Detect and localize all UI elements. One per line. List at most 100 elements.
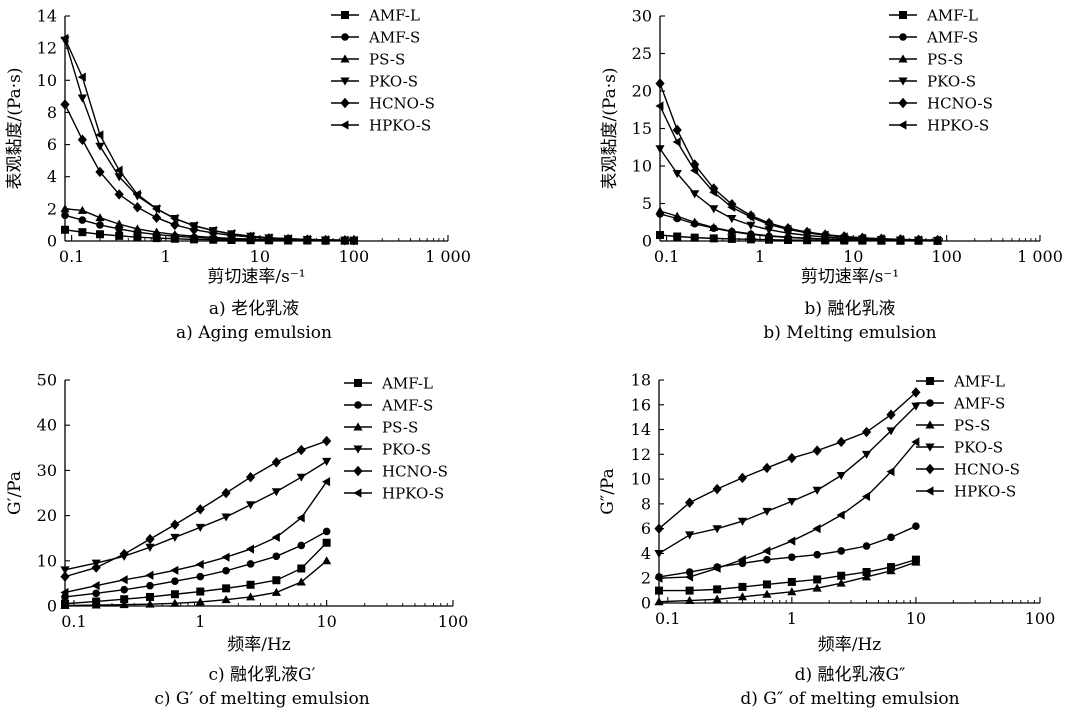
legend-item: PS-S [916, 417, 990, 435]
series-line [64, 440, 327, 578]
legend-label: AMF-L [381, 375, 433, 393]
data-point [189, 231, 199, 240]
legend-label: AMF-L [953, 373, 1005, 391]
legend-marker [925, 486, 934, 496]
data-point [271, 587, 281, 596]
y-axis-label: 表观黏度/(Pa·s) [5, 68, 25, 190]
x-tick-label: 1 [161, 247, 171, 266]
legend-marker [898, 77, 908, 86]
data-point [911, 387, 921, 398]
series-AMF-L [61, 538, 331, 608]
data-point [709, 187, 718, 197]
data-point [912, 522, 920, 530]
legend-marker [899, 33, 907, 41]
data-point [221, 487, 231, 499]
data-point [152, 204, 161, 214]
data-point [222, 584, 231, 593]
data-point [685, 595, 695, 604]
data-point [727, 199, 737, 210]
legend-label: PS-S [927, 51, 963, 69]
series-line [64, 460, 328, 571]
data-point [297, 541, 306, 550]
caption-en: b) Melting emulsion [763, 323, 936, 343]
y-axis-label: 表观黏度/(Pa·s) [600, 68, 620, 190]
x-tick-label: 100 [438, 612, 469, 631]
legend-marker [353, 422, 363, 431]
data-point [77, 205, 87, 214]
legend-item: AMF-L [331, 7, 420, 25]
y-tick-label: 25 [632, 44, 652, 63]
x-axis-label: 频率/Hz [818, 635, 882, 655]
legend-item: AMF-L [889, 7, 978, 25]
x-tick-label: 1 [755, 247, 765, 266]
legend-label: PKO-S [382, 441, 431, 459]
data-point [913, 235, 922, 245]
legend-item: PKO-S [331, 73, 418, 91]
legend-label: PKO-S [927, 73, 976, 91]
y-tick-label: 20 [37, 506, 57, 525]
y-axis-label: G′/Pa [5, 471, 25, 515]
data-point [862, 568, 871, 577]
data-point [271, 488, 281, 497]
data-point [737, 472, 748, 484]
data-point [783, 224, 792, 234]
legend-label: AMF-L [368, 7, 420, 25]
x-tick-label: 10 [906, 609, 926, 628]
data-point [709, 222, 719, 231]
series-line [64, 481, 328, 594]
data-point [296, 473, 306, 482]
data-point [672, 211, 682, 220]
data-point [746, 212, 755, 222]
data-point [60, 204, 70, 213]
y-tick-label: 18 [631, 371, 651, 390]
data-point [271, 457, 281, 468]
caption-en: c) G′ of melting emulsion [154, 689, 369, 709]
data-point [886, 467, 895, 477]
data-point [672, 124, 682, 136]
y-tick-label: 10 [631, 470, 651, 489]
data-point [60, 566, 70, 575]
legend-item: HCNO-S [916, 461, 1020, 479]
data-point [246, 580, 255, 589]
series-line [659, 148, 938, 242]
data-point [911, 437, 920, 447]
data-point [246, 231, 255, 241]
data-point [322, 457, 332, 466]
y-tick-label: 6 [641, 519, 651, 538]
data-point [762, 580, 771, 589]
data-point [114, 173, 124, 182]
legend-marker [353, 465, 363, 477]
legend-item: PKO-S [916, 439, 1003, 457]
series-AMF-S [655, 522, 920, 581]
data-point [911, 402, 921, 411]
data-point [119, 548, 129, 560]
y-tick-label: 6 [47, 135, 57, 154]
data-point [60, 587, 69, 598]
y-tick-label: 40 [37, 416, 57, 435]
data-point [836, 436, 846, 448]
data-point [296, 513, 305, 523]
data-point [77, 134, 87, 145]
y-tick-label: 0 [642, 232, 652, 251]
data-point [145, 543, 155, 552]
data-point [762, 507, 772, 516]
legend: AMF-L AMF-S PS-S PKO-S HCNO-S HPKO-S [916, 373, 1020, 501]
data-point [788, 553, 796, 561]
data-point [672, 137, 681, 147]
data-point [271, 532, 280, 542]
data-point [222, 566, 230, 575]
data-point [322, 538, 331, 547]
legend-label: AMF-S [953, 395, 1005, 413]
x-tick-label: 1 000 [425, 247, 471, 266]
data-point [60, 33, 69, 44]
legend-item: AMF-L [916, 373, 1005, 391]
data-point [133, 233, 142, 242]
data-point [296, 444, 306, 456]
legend-label: HCNO-S [382, 463, 448, 481]
legend-item: HCNO-S [344, 463, 448, 481]
chart-panel-a: 0 2 4 6 8 10 12 14 0.1 1 10 100 1 000 剪切速率/s⁻¹ 表观黏度/(P… [5, 7, 471, 344]
data-point [95, 166, 105, 178]
data-point [685, 572, 694, 582]
data-point [170, 590, 179, 599]
data-point [655, 101, 664, 111]
